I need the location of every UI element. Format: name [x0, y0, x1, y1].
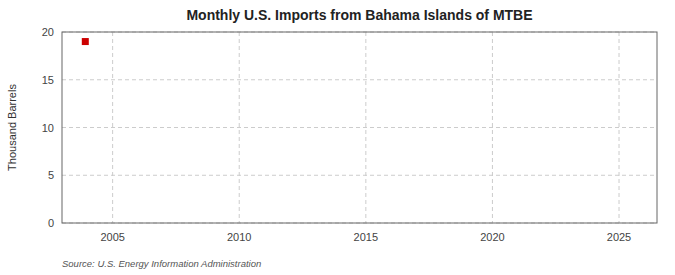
plot-background — [62, 32, 657, 223]
y-tick-label: 0 — [48, 217, 54, 229]
x-grid-line — [239, 32, 240, 223]
plot-frame — [62, 32, 657, 223]
x-tick-label: 2020 — [480, 231, 504, 243]
x-tick-label: 2010 — [227, 231, 251, 243]
y-axis-label: Thousand Barrels — [6, 84, 18, 171]
y-grid-line — [62, 175, 657, 176]
y-grid-line — [62, 127, 657, 128]
source-note: Source: U.S. Energy Information Administ… — [62, 258, 261, 269]
y-tick-label: 5 — [48, 169, 54, 181]
x-tick-label: 2005 — [100, 231, 124, 243]
data-marks — [82, 38, 89, 45]
y-tick-label: 20 — [42, 26, 54, 38]
x-grid-line — [112, 32, 113, 223]
y-tick-label: 15 — [42, 74, 54, 86]
chart-container: 0 5 10 15 20 2005 2010 2015 2020 2025 Monthly U.S.… — [0, 0, 675, 275]
x-grid-line — [365, 32, 366, 223]
x-grid-line — [492, 32, 493, 223]
chart-svg: 0 5 10 15 20 2005 2010 2015 2020 2025 Monthly U.S.… — [0, 0, 675, 275]
y-tick-label: 10 — [42, 122, 54, 134]
data-point — [82, 38, 89, 45]
x-tick-label: 2015 — [354, 231, 378, 243]
x-tick-label: 2025 — [607, 231, 631, 243]
chart-title: Monthly U.S. Imports from Bahama Islands… — [186, 7, 532, 23]
axes: 0 5 10 15 20 2005 2010 2015 2020 2025 — [42, 26, 632, 243]
y-grid-line — [62, 79, 657, 80]
x-grid-line — [619, 32, 620, 223]
grid — [62, 32, 657, 223]
